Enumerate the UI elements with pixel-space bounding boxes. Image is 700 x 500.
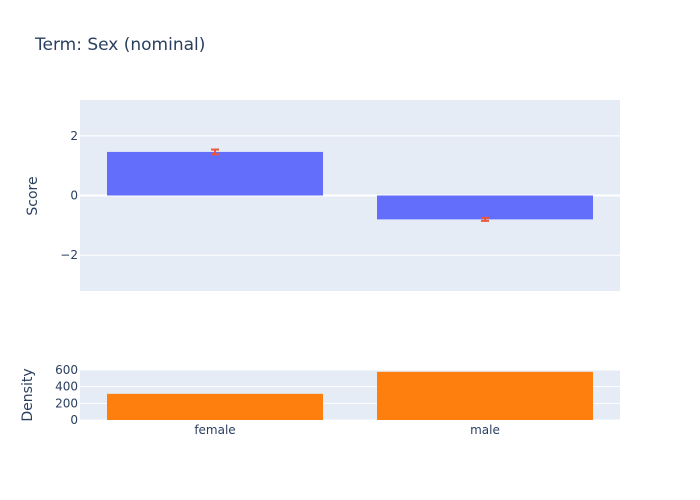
density-bars	[107, 371, 593, 420]
score-bar-male	[377, 195, 593, 220]
score-bars	[107, 151, 593, 220]
x-axis-ticks: female male	[194, 423, 500, 437]
density-axis-title: Density	[20, 368, 36, 421]
score-error-bars	[211, 148, 489, 222]
density-bar-female	[107, 393, 323, 420]
score-y-ticks: −2 0 2	[60, 129, 78, 262]
density-y-tick-label: 0	[70, 413, 78, 427]
density-y-ticks: 0 200 400 600	[55, 363, 78, 427]
density-y-tick-label: 600	[55, 363, 78, 377]
density-y-tick-label: 400	[55, 380, 78, 394]
score-error-bar-female	[211, 148, 219, 156]
x-tick-label-female: female	[194, 423, 235, 437]
score-y-tick-label: 2	[70, 129, 78, 143]
score-bar-female	[107, 151, 323, 196]
score-y-tick-label: 0	[70, 189, 78, 203]
score-y-tick-label: −2	[60, 248, 78, 262]
x-tick-label-male: male	[470, 423, 500, 437]
density-y-tick-label: 200	[55, 396, 78, 410]
density-bar-male	[377, 371, 593, 420]
score-error-bar-male	[481, 216, 489, 222]
score-axis-title: Score	[25, 176, 41, 215]
chart-title: Term: Sex (nominal)	[34, 35, 205, 55]
